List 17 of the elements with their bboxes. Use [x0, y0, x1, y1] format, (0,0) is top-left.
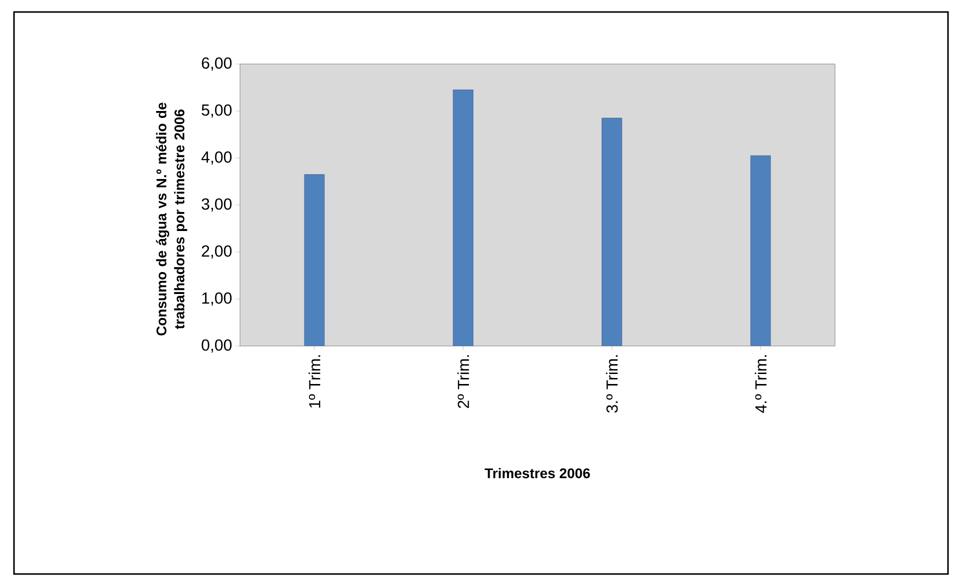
- y-tick-label: 4,00: [201, 151, 232, 165]
- x-tick-label: 4.º Trim.: [754, 355, 766, 413]
- y-tick-label: 1,00: [202, 292, 232, 306]
- bar: [304, 174, 325, 346]
- x-tick-label: 2º Trim.: [457, 355, 469, 408]
- y-tick-label: 0,00: [202, 339, 232, 353]
- x-tick-label: 1º Trim.: [308, 355, 320, 408]
- y-tick-label: 6,00: [202, 57, 232, 71]
- x-axis-title: Trimestres 2006: [484, 468, 590, 478]
- bar: [602, 118, 622, 346]
- bar: [452, 90, 474, 346]
- x-tick-label: 3.º Trim.: [606, 355, 618, 413]
- y-tick-label: 2,00: [202, 245, 232, 259]
- y-tick-label: 3,00: [202, 198, 232, 212]
- bar: [750, 155, 771, 346]
- y-tick-label: 5,00: [202, 104, 232, 118]
- y-axis-title: Consumo de água vs N.º médio de trabalhadores por trimestre 2006: [156, 102, 188, 336]
